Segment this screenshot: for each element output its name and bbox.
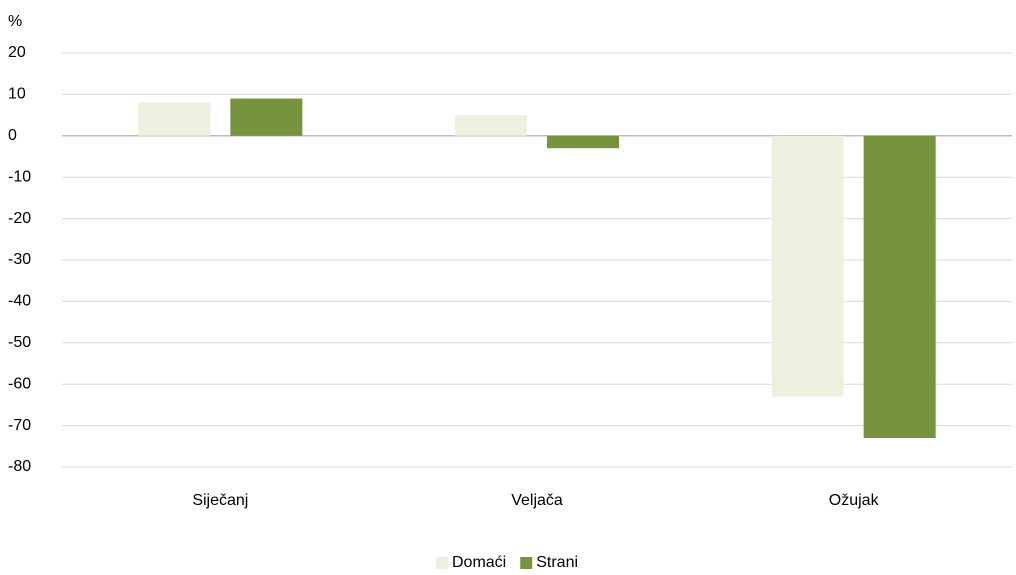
bar — [771, 135, 844, 397]
y-tick-label: -40 — [8, 293, 31, 310]
unit-label: % — [8, 13, 22, 30]
legend-label: Strani — [536, 554, 578, 571]
y-tick-label: -50 — [8, 334, 31, 351]
y-tick-label: -60 — [8, 375, 31, 392]
bar — [863, 135, 936, 439]
y-tick-label: -80 — [8, 458, 31, 475]
bar — [138, 102, 211, 136]
bar — [547, 135, 619, 149]
legend-label: Domaći — [452, 554, 506, 571]
x-tick-label: Veljača — [511, 492, 563, 509]
legend-swatch — [436, 557, 448, 569]
y-tick-label: -10 — [8, 168, 31, 185]
x-tick-label: Ožujak — [829, 492, 880, 509]
legend-swatch — [520, 557, 533, 569]
x-tick-label: Siječanj — [192, 492, 248, 509]
bar — [455, 115, 527, 136]
y-tick-label: -20 — [8, 210, 31, 227]
y-tick-label: 0 — [8, 127, 17, 144]
y-tick-label: -30 — [8, 251, 31, 268]
y-tick-label: 10 — [8, 86, 26, 103]
bar — [230, 98, 303, 136]
y-tick-label: 20 — [8, 44, 26, 61]
y-tick-label: -70 — [8, 417, 31, 434]
